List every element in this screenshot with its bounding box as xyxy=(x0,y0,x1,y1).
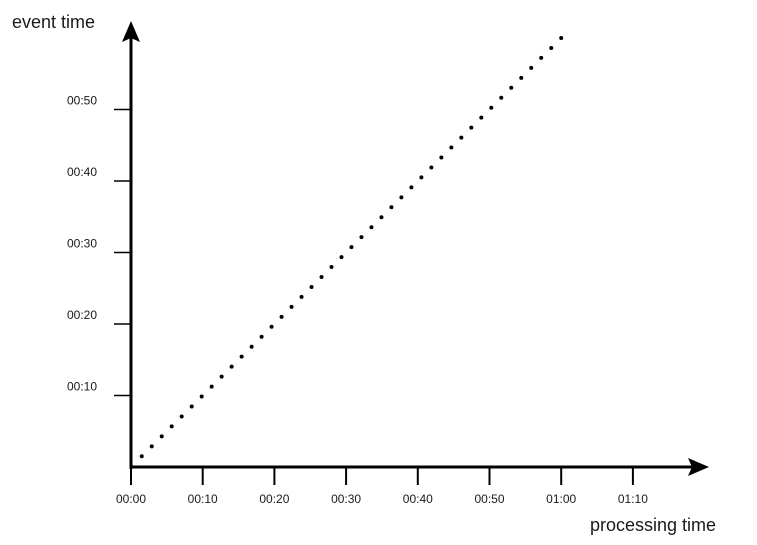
x-axis-label: processing time xyxy=(590,515,716,535)
series-dot xyxy=(159,434,164,439)
series-dot xyxy=(249,344,254,349)
series-dot xyxy=(149,444,154,449)
series-dot xyxy=(469,125,474,130)
series-dot xyxy=(399,195,404,200)
series-dot xyxy=(299,294,304,299)
y-tick-label: 00:10 xyxy=(67,380,97,394)
series-dot xyxy=(189,404,194,409)
series-dot xyxy=(479,115,484,120)
series-dot xyxy=(439,155,444,160)
series-dot xyxy=(489,105,494,110)
series-dot xyxy=(519,75,524,80)
series-dot xyxy=(289,304,294,309)
series-dot xyxy=(549,45,554,50)
x-tick-label: 01:00 xyxy=(546,492,576,506)
series-dot xyxy=(209,384,214,389)
series-dot xyxy=(179,414,184,419)
series-dot xyxy=(139,454,144,459)
series-dot xyxy=(499,95,504,100)
series-dot xyxy=(269,324,274,329)
series-dot xyxy=(239,354,244,359)
y-tick-label: 00:30 xyxy=(67,237,97,251)
series-dot xyxy=(229,364,234,369)
series-dot xyxy=(389,205,394,210)
series-dot xyxy=(529,65,534,70)
series-dot xyxy=(349,245,354,250)
x-tick-label: 00:40 xyxy=(403,492,433,506)
series-dot xyxy=(409,185,414,190)
y-axis-arrow-icon xyxy=(122,21,140,42)
series-dot xyxy=(539,55,544,60)
series-dot xyxy=(559,36,564,40)
x-tick-label: 00:00 xyxy=(116,492,146,506)
series-dot xyxy=(429,165,434,170)
y-tick-label: 00:50 xyxy=(67,94,97,108)
x-tick-label: 00:10 xyxy=(188,492,218,506)
y-axis-label: event time xyxy=(12,12,95,32)
x-tick-label: 00:50 xyxy=(474,492,504,506)
series-dot xyxy=(279,314,284,319)
series-dot xyxy=(259,334,264,339)
series-dot xyxy=(369,225,374,230)
series-dot xyxy=(379,215,384,220)
series-dot xyxy=(509,85,514,90)
y-tick-label: 00:20 xyxy=(67,308,97,322)
y-tick-label: 00:40 xyxy=(67,165,97,179)
x-tick-label: 00:20 xyxy=(259,492,289,506)
series-dot xyxy=(339,255,344,260)
series-dot xyxy=(449,145,454,150)
series-dot xyxy=(219,374,224,379)
x-tick-label: 01:10 xyxy=(618,492,648,506)
x-tick-label: 00:30 xyxy=(331,492,361,506)
series-dot xyxy=(359,235,364,240)
series-dot xyxy=(329,265,334,270)
x-axis-arrow-icon xyxy=(688,458,709,476)
series-dot xyxy=(319,275,324,280)
series-dot xyxy=(199,394,204,399)
series-dot xyxy=(459,135,464,140)
series-dot xyxy=(309,284,314,289)
series-dot xyxy=(169,424,174,429)
series-dot xyxy=(419,175,424,180)
